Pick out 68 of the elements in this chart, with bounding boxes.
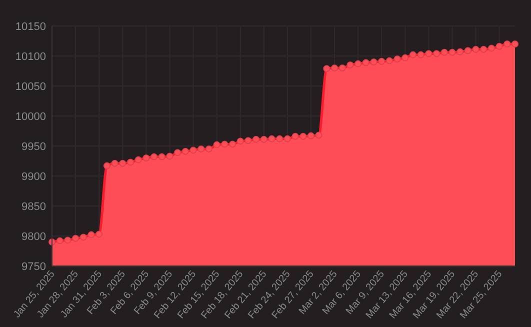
point [64, 236, 72, 244]
point [119, 160, 126, 167]
point [96, 230, 103, 238]
point [190, 146, 197, 154]
point [472, 46, 480, 53]
point [213, 141, 220, 148]
point [198, 146, 205, 152]
point [88, 231, 95, 238]
point [433, 50, 440, 58]
point [284, 135, 291, 142]
point [354, 60, 362, 68]
point [496, 42, 503, 50]
point [111, 160, 118, 167]
point [362, 59, 370, 66]
y-tick-label: 9800 [22, 230, 46, 243]
y-tick-label: 9850 [22, 200, 46, 213]
point [370, 58, 378, 66]
point [252, 136, 260, 143]
point [417, 51, 424, 58]
point [276, 135, 284, 142]
point [56, 237, 64, 244]
point [425, 50, 432, 58]
point [292, 132, 299, 140]
point [394, 56, 401, 62]
point [236, 138, 244, 145]
point [402, 54, 409, 62]
point [228, 140, 236, 148]
y-tick-label: 9900 [22, 170, 46, 183]
point [142, 154, 150, 162]
point [338, 64, 346, 72]
point [378, 58, 386, 65]
point [158, 153, 166, 160]
y-tick-label: 10100 [15, 50, 46, 63]
point [126, 158, 134, 166]
point [409, 51, 416, 58]
point [103, 162, 110, 170]
point [300, 132, 307, 140]
point [512, 40, 518, 48]
point [323, 65, 330, 72]
y-tick-label: 10050 [15, 80, 46, 93]
point [221, 140, 228, 148]
point [346, 62, 354, 68]
point [480, 46, 488, 53]
point [244, 137, 252, 144]
point [504, 40, 511, 48]
point [72, 234, 80, 242]
y-tick-label: 9750 [22, 260, 46, 273]
y-tick-label: 10150 [15, 20, 46, 33]
point [205, 146, 212, 152]
point [331, 64, 338, 72]
point [464, 47, 472, 54]
point [448, 48, 456, 56]
point [386, 57, 393, 64]
point [182, 148, 189, 155]
point [80, 234, 87, 241]
point [268, 135, 276, 142]
point [166, 152, 174, 160]
point [440, 48, 448, 56]
y-tick-label: 10000 [15, 110, 46, 123]
point [456, 48, 464, 56]
point [174, 149, 182, 156]
y-tick-label: 9950 [22, 140, 46, 153]
point [150, 153, 158, 160]
point [315, 132, 322, 139]
point [307, 132, 314, 140]
point [260, 136, 268, 143]
point [134, 156, 142, 164]
point [488, 44, 495, 52]
